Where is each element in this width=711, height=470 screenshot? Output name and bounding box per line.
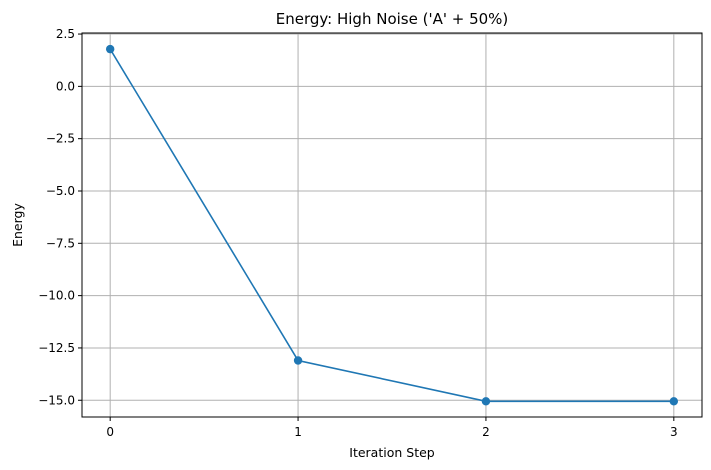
ticks: 0 1 2 3 2.5 0.0 −2.5 −5.0 −7.5 −10.0 −12.5 −15.0 — [38, 27, 677, 439]
y-tick-label: −2.5 — [46, 132, 75, 146]
data-point — [105, 44, 115, 54]
data-point — [669, 397, 679, 406]
x-tick-label: 3 — [670, 425, 678, 439]
x-axis-label: Iteration Step — [349, 445, 435, 460]
y-tick-label: −12.5 — [38, 341, 75, 355]
y-tick-label: 0.0 — [56, 79, 75, 93]
series-line — [109, 48, 674, 403]
x-tick-label: 1 — [294, 425, 302, 439]
chart-title: Energy: High Noise ('A' + 50%) — [276, 10, 509, 28]
plot-frame — [81, 32, 703, 418]
y-axis-label: Energy — [10, 203, 25, 247]
x-tick-label: 2 — [482, 425, 490, 439]
data-point — [481, 397, 491, 406]
y-tick-label: 2.5 — [56, 27, 75, 41]
data-point — [293, 356, 303, 365]
y-tick-label: −15.0 — [38, 393, 75, 407]
series-layer — [105, 44, 679, 406]
x-tick-label: 0 — [106, 425, 114, 439]
y-tick-label: −10.0 — [38, 289, 75, 303]
y-tick-label: −7.5 — [46, 236, 75, 250]
grid — [82, 33, 702, 417]
y-tick-label: −5.0 — [46, 184, 75, 198]
